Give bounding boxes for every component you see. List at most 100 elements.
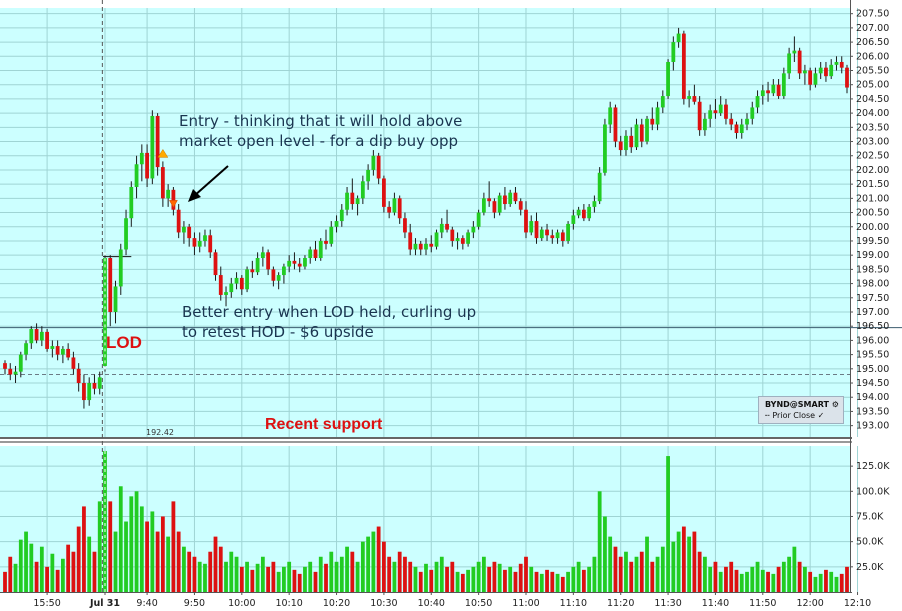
- gear-icon[interactable]: ⚙: [831, 400, 839, 409]
- legend-symbol-row: BYND@SMART ⚙: [765, 400, 839, 409]
- price-tick-label: 204.00: [856, 108, 889, 119]
- candle-body: [555, 232, 560, 239]
- candle-body: [55, 346, 60, 355]
- candle-body: [8, 368, 13, 375]
- price-tick-label: 193.50: [856, 406, 889, 417]
- volume-bar: [460, 573, 465, 592]
- volume-bar: [250, 569, 255, 592]
- candle-body: [413, 243, 418, 250]
- annotation-arrow-line: [193, 165, 229, 197]
- volume-bar: [376, 526, 381, 592]
- candle-body: [203, 235, 207, 241]
- candle-body: [708, 110, 713, 119]
- volume-bar: [839, 573, 844, 592]
- candle-body: [182, 226, 186, 233]
- price-tick-label: 197.50: [856, 293, 889, 304]
- chart-legend[interactable]: BYND@SMART ⚙ ╌ Prior Close ✓: [758, 396, 844, 424]
- price-tick-label: 201.50: [856, 179, 889, 190]
- candle-body: [534, 221, 539, 239]
- volume-bar: [34, 561, 39, 592]
- price-panel-background: [0, 8, 850, 437]
- volume-bar: [476, 561, 481, 592]
- time-tick-label: 10:00: [228, 598, 255, 609]
- candle-body: [808, 70, 813, 85]
- candle-body: [750, 107, 755, 119]
- candle-body: [282, 266, 286, 276]
- volume-bar: [676, 531, 681, 592]
- volume-bar: [260, 556, 265, 592]
- candle-body: [745, 118, 749, 125]
- time-tick-label: 11:20: [607, 598, 634, 609]
- candle-body: [460, 238, 465, 244]
- candle-body: [387, 206, 392, 213]
- candle-body: [639, 124, 644, 142]
- price-tick-label: 194.00: [856, 392, 889, 403]
- volume-bar: [845, 566, 849, 592]
- volume-bar: [655, 556, 660, 592]
- volume-bar: [403, 556, 407, 592]
- support-value-label: 192.42: [146, 428, 174, 437]
- volume-bar: [218, 546, 223, 592]
- candle-body: [197, 240, 202, 247]
- candle-body: [60, 348, 65, 355]
- volume-bar: [587, 566, 592, 592]
- candle-body: [297, 263, 302, 267]
- volume-bar: [692, 531, 697, 592]
- price-tick-label: 201.00: [856, 193, 889, 204]
- price-tick-label: 206.50: [856, 37, 889, 48]
- check-icon[interactable]: ✓: [817, 411, 825, 420]
- candle-body: [455, 238, 460, 241]
- buy-marker: [157, 148, 169, 158]
- volume-bar: [339, 556, 344, 592]
- volume-bar: [729, 561, 734, 592]
- volume-bar: [792, 546, 797, 592]
- volume-bar: [634, 556, 639, 592]
- time-tick-label: 10:40: [418, 598, 445, 609]
- candle-body: [834, 61, 839, 65]
- candle-body: [787, 53, 792, 74]
- volume-bar: [776, 566, 781, 592]
- volume-bar: [539, 573, 544, 592]
- price-tick-label: 193.00: [856, 421, 889, 432]
- entry-annotation: Entry - thinking that it will hold above…: [179, 111, 462, 151]
- volume-bar: [597, 491, 602, 592]
- candle-body: [818, 67, 823, 74]
- volume-bar: [703, 556, 707, 592]
- sell-marker: [168, 200, 178, 208]
- candle-body: [171, 189, 176, 210]
- volume-bar: [176, 531, 181, 592]
- volume-bar: [76, 526, 81, 592]
- candle-body: [208, 235, 213, 253]
- volume-bar: [518, 563, 523, 592]
- volume-bar: [287, 561, 292, 592]
- candle-body: [687, 96, 692, 99]
- candle-body: [371, 155, 376, 170]
- candle-body: [771, 84, 776, 94]
- candle-body: [339, 209, 344, 222]
- price-tick-label: 194.50: [856, 378, 889, 389]
- volume-bar: [434, 561, 439, 592]
- volume-bar: [603, 516, 607, 592]
- volume-tick-label: 75.0K: [856, 511, 884, 522]
- candle-body: [655, 107, 660, 125]
- volume-bar: [18, 539, 23, 592]
- candle-body: [739, 124, 744, 134]
- candle-body: [529, 221, 534, 233]
- volume-bar: [524, 556, 528, 592]
- price-tick-label: 205.50: [856, 66, 889, 77]
- candle-body: [113, 286, 118, 312]
- candle-body: [276, 275, 281, 281]
- candle-body: [266, 252, 271, 270]
- volume-bar: [418, 571, 423, 592]
- candle-body: [139, 152, 144, 165]
- entry-annotation-line1: Entry - thinking that it will hold above: [179, 112, 463, 130]
- volume-bar: [282, 566, 286, 592]
- candle-body: [492, 201, 497, 213]
- volume-bar: [108, 501, 113, 592]
- volume-bar: [513, 571, 518, 592]
- candle-body: [87, 383, 92, 401]
- candle-body: [713, 110, 718, 114]
- candle-body: [24, 343, 28, 355]
- volume-bar: [113, 531, 118, 592]
- candle-body: [603, 124, 607, 173]
